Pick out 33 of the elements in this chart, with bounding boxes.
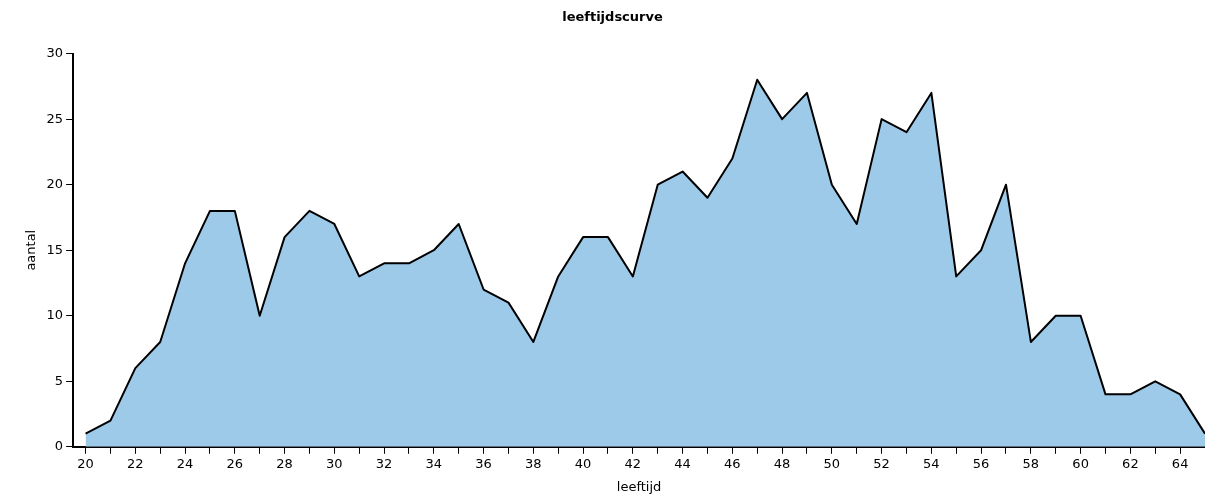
x-tick-label: 24 [176,455,194,471]
y-tick-label: 10 [46,307,64,323]
x-tick-label: 26 [226,455,244,471]
x-tick-label: 48 [773,455,791,471]
x-tick-label: 38 [525,455,542,471]
x-tick-label: 64 [1171,455,1189,471]
x-tick-label: 42 [624,455,642,471]
y-axis-title: aantal [23,229,39,271]
x-tick-label: 34 [425,455,443,471]
chart-title: leeftijdscurve [562,9,663,25]
y-tick-label: 25 [46,110,64,126]
x-tick-label: 40 [574,455,592,471]
y-tick-label: 30 [46,44,64,60]
x-tick-label: 30 [326,455,343,471]
x-tick-label: 32 [375,455,393,471]
x-tick-label: 46 [724,455,741,471]
x-tick-label: 28 [276,455,293,471]
x-tick-label: 58 [1022,455,1040,471]
y-tick-label: 20 [46,176,64,192]
y-tick-label: 5 [54,372,64,388]
x-tick-label: 60 [1072,455,1089,471]
x-tick-label: 20 [77,455,94,471]
x-tick-label: 56 [972,455,990,471]
x-tick-label: 62 [1122,455,1139,471]
x-axis-title: leeftijd [616,478,662,494]
x-tick-label: 54 [923,455,940,471]
y-tick-label: 15 [46,241,64,257]
x-tick-label: 50 [823,455,841,471]
x-tick-label: 22 [127,455,144,471]
x-tick-label: 52 [873,455,890,471]
y-tick-label: 0 [54,438,64,454]
x-tick-label: 44 [674,455,691,471]
x-tick-label: 36 [475,455,492,471]
